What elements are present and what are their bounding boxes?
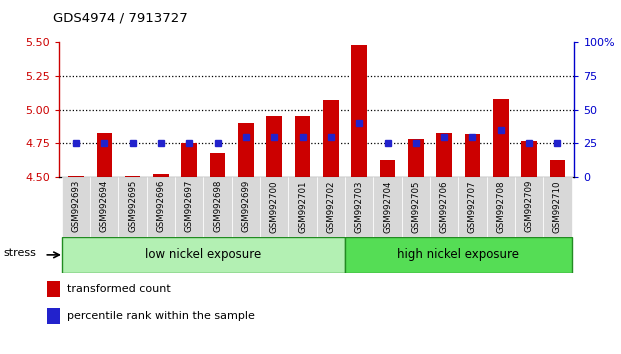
Text: GSM992702: GSM992702 [327,180,335,233]
Text: GSM992698: GSM992698 [213,180,222,232]
Text: GSM992695: GSM992695 [128,180,137,232]
Bar [521,141,537,177]
Text: GSM992694: GSM992694 [100,180,109,232]
Bar [515,177,543,237]
Bar [96,133,112,177]
Bar [402,177,430,237]
Text: GSM992707: GSM992707 [468,180,477,233]
Text: GSM992710: GSM992710 [553,180,562,233]
Bar [487,177,515,237]
Bar [408,139,424,177]
Text: GSM992703: GSM992703 [355,180,364,233]
Bar [295,116,310,177]
Text: high nickel exposure: high nickel exposure [397,249,519,261]
Bar [90,177,119,237]
Bar [210,153,225,177]
Text: transformed count: transformed count [67,284,171,295]
Text: GSM992693: GSM992693 [71,180,81,232]
Bar [550,160,565,177]
Bar [47,281,60,297]
Bar [204,177,232,237]
Text: GSM992706: GSM992706 [440,180,448,233]
Bar [465,134,480,177]
Bar [379,160,396,177]
Text: percentile rank within the sample: percentile rank within the sample [67,311,255,321]
Bar [345,237,571,273]
Bar [62,237,345,273]
Bar [238,123,254,177]
Bar [68,176,84,177]
Text: GSM992708: GSM992708 [496,180,505,233]
Bar [351,45,367,177]
Bar [125,176,140,177]
Bar [430,177,458,237]
Bar [153,174,169,177]
Text: GSM992704: GSM992704 [383,180,392,233]
Bar [543,177,571,237]
Bar [181,143,197,177]
Bar [119,177,147,237]
Bar [288,177,317,237]
Bar [323,100,338,177]
Bar [373,177,402,237]
Text: GSM992700: GSM992700 [270,180,279,233]
Bar [147,177,175,237]
Text: GSM992701: GSM992701 [298,180,307,233]
Bar [458,177,487,237]
Text: low nickel exposure: low nickel exposure [145,249,261,261]
Bar [345,177,373,237]
Bar [437,133,452,177]
Bar [47,308,60,324]
Bar [317,177,345,237]
Bar [266,116,282,177]
Text: GDS4974 / 7913727: GDS4974 / 7913727 [53,12,188,25]
Text: GSM992705: GSM992705 [411,180,420,233]
Text: GSM992697: GSM992697 [185,180,194,232]
Bar [62,177,90,237]
Bar [232,177,260,237]
Text: stress: stress [3,248,36,258]
Bar [493,99,509,177]
Bar [175,177,204,237]
Text: GSM992699: GSM992699 [242,180,250,232]
Text: GSM992709: GSM992709 [525,180,533,232]
Text: GSM992696: GSM992696 [156,180,165,232]
Bar [260,177,288,237]
